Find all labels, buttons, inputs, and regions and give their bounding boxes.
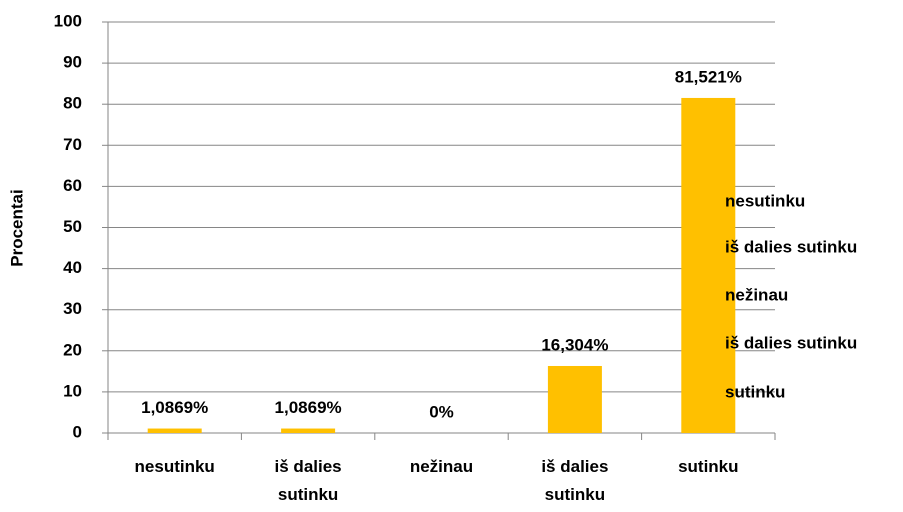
y-tick-label: 20: [63, 340, 82, 359]
bar: [681, 97, 736, 433]
legend-label: iš dalies sutinku: [725, 333, 857, 352]
y-tick-label: 70: [63, 135, 82, 154]
x-tick-label: sutinku: [678, 457, 739, 476]
y-tick-label: 40: [63, 258, 82, 277]
x-tick-label: nežinau: [409, 457, 474, 476]
y-tick-label: 90: [63, 53, 82, 72]
legend-label: iš dalies sutinku: [725, 237, 857, 256]
bar: [547, 365, 602, 433]
x-tick-label: iš dalies sutinku: [274, 457, 342, 504]
y-tick-label: 10: [63, 381, 82, 400]
y-tick-label: 0: [73, 422, 82, 441]
y-tick-label: 100: [54, 11, 82, 30]
data-label: 81,521%: [675, 67, 742, 86]
legend-label: sutinku: [725, 382, 785, 401]
x-tick-label: nesutinku: [134, 457, 215, 476]
y-tick-label: 30: [63, 299, 82, 318]
data-label: 0%: [429, 402, 454, 421]
x-tick-label: iš dalies sutinku: [541, 457, 609, 504]
data-label: 16,304%: [541, 335, 608, 354]
y-tick-label: 60: [63, 176, 82, 195]
y-tick-label: 80: [63, 94, 82, 113]
data-label: 1,0869%: [141, 398, 208, 417]
bar: [281, 428, 336, 433]
legend-label: nesutinku: [725, 191, 805, 210]
data-label: 1,0869%: [275, 398, 342, 417]
y-tick-label: 50: [63, 217, 82, 236]
bar: [147, 428, 202, 433]
y-axis-label: Procentai: [7, 189, 26, 266]
legend-label: nežinau: [725, 285, 788, 304]
